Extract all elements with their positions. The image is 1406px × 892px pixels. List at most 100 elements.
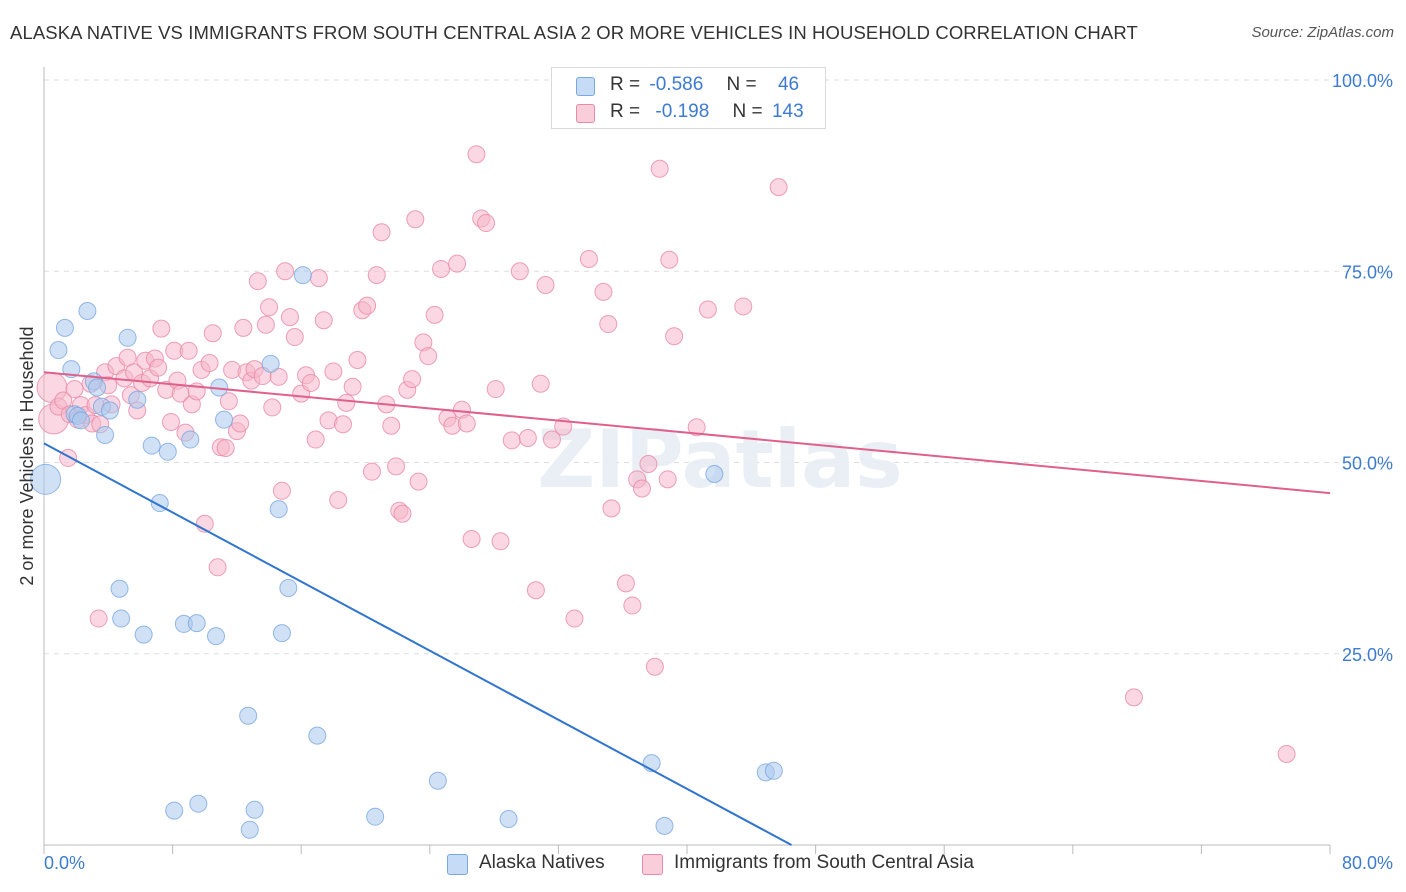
n-label: N =	[732, 101, 763, 122]
watermark: ZIPatlas	[537, 413, 903, 506]
axes	[43, 67, 1331, 854]
immigrants-point	[632, 479, 651, 498]
correlation-legend: R = -0.586 N = 46 R = -0.198 N = 143	[551, 67, 826, 129]
alaska-natives-point	[96, 425, 115, 444]
immigrants-point	[200, 354, 219, 373]
n-value: 46	[777, 74, 800, 95]
immigrants-point	[594, 282, 613, 301]
alaska-natives-trend-line	[43, 442, 792, 846]
immigrants-point	[203, 324, 222, 343]
alaska-natives-point	[279, 578, 298, 597]
immigrants-point	[276, 262, 295, 281]
immigrants-point	[208, 558, 227, 577]
alaska-natives-point	[240, 820, 259, 839]
alaska-natives-point	[245, 800, 264, 819]
alaska-natives-point	[110, 579, 129, 598]
alaska-natives-point	[764, 761, 783, 780]
immigrants-point	[660, 250, 679, 269]
immigrants-point	[89, 609, 108, 628]
immigrants-point	[518, 429, 537, 448]
immigrants-point	[425, 305, 444, 324]
immigrants-point	[329, 490, 348, 509]
x-tick-label: 80.0%	[1342, 853, 1393, 873]
immigrants-point	[462, 530, 481, 548]
immigrants-point	[650, 159, 669, 178]
n-value: 143	[771, 101, 804, 122]
immigrants-point	[536, 276, 555, 295]
legend-swatch-pink	[642, 854, 663, 875]
r-value: -0.198	[655, 101, 710, 122]
y-axis-label: 2 or more Vehicles in Household	[17, 326, 37, 585]
alaska-natives-point	[100, 401, 119, 420]
immigrants-point	[231, 414, 250, 433]
alaska-natives-point	[30, 463, 62, 495]
r-label: R =	[610, 74, 641, 95]
alaska-natives-point	[134, 625, 153, 644]
immigrants-point	[285, 328, 304, 347]
immigrants-point	[1124, 688, 1143, 707]
immigrants-point	[502, 431, 521, 450]
alaska-natives-point	[112, 609, 131, 628]
alaska-natives-point	[118, 328, 137, 347]
legend-label: Immigrants from South Central Asia	[674, 852, 974, 873]
immigrants-point	[599, 315, 618, 334]
immigrants-point	[419, 347, 438, 366]
legend-swatch-blue	[447, 854, 468, 875]
n-label: N =	[726, 74, 757, 95]
immigrants-point	[269, 367, 288, 386]
immigrants-point	[616, 574, 635, 593]
immigrants-point	[179, 341, 198, 360]
immigrants-point	[579, 250, 598, 269]
alaska-natives-point	[189, 794, 208, 813]
immigrants-point	[467, 145, 486, 164]
immigrants-point	[602, 499, 621, 518]
legend-label: Alaska Natives	[479, 852, 605, 873]
immigrants-point	[348, 350, 367, 369]
immigrants-point	[639, 455, 658, 474]
immigrants-point	[393, 504, 412, 523]
immigrants-point	[256, 315, 275, 334]
immigrants-point	[337, 393, 356, 412]
alaska-natives-point	[269, 500, 288, 519]
y-tick-label: 100.0%	[1332, 71, 1393, 91]
immigrants-point	[367, 266, 386, 285]
immigrants-point	[665, 327, 684, 346]
immigrants-point	[280, 308, 299, 327]
immigrants-point	[406, 210, 425, 229]
trend-lines	[43, 371, 1331, 846]
alaska-natives-point	[655, 816, 674, 835]
immigrants-point	[387, 457, 406, 476]
tick-labels: 25.0% 50.0% 75.0% 100.0% 0.0% 80.0%	[44, 71, 1393, 873]
alaska-natives-point	[308, 726, 327, 745]
alaska-natives-point	[142, 436, 161, 455]
immigrants-point	[314, 311, 333, 330]
alaska-natives-point	[165, 801, 184, 820]
r-label: R =	[610, 101, 641, 122]
immigrants-point	[358, 296, 377, 315]
immigrants-point	[362, 462, 381, 481]
immigrants-point	[263, 398, 282, 417]
immigrants-point	[491, 532, 510, 551]
immigrants-point	[260, 298, 279, 317]
immigrants-point	[403, 370, 422, 389]
alaska-natives-point	[428, 771, 447, 790]
x-tick-label: 0.0%	[44, 853, 85, 873]
legend-swatch-pink	[576, 104, 595, 123]
immigrants-point	[526, 581, 545, 600]
alaska-natives-point	[499, 809, 518, 828]
immigrants-point	[248, 272, 267, 291]
immigrants-point	[219, 392, 238, 411]
immigrants-point	[486, 380, 505, 399]
series-alaska-natives-points	[30, 266, 783, 839]
immigrants-point	[65, 380, 84, 399]
immigrants-point	[59, 448, 78, 467]
alaska-natives-point	[187, 614, 206, 633]
series-legend: Alaska Natives Immigrants from South Cen…	[0, 852, 1406, 878]
alaska-natives-point	[78, 302, 97, 321]
alaska-natives-point	[215, 410, 234, 429]
immigrants-point	[531, 374, 550, 393]
immigrants-point	[658, 470, 677, 489]
immigrants-point	[565, 609, 584, 628]
immigrants-point	[457, 414, 476, 433]
y-tick-label: 75.0%	[1342, 262, 1393, 282]
